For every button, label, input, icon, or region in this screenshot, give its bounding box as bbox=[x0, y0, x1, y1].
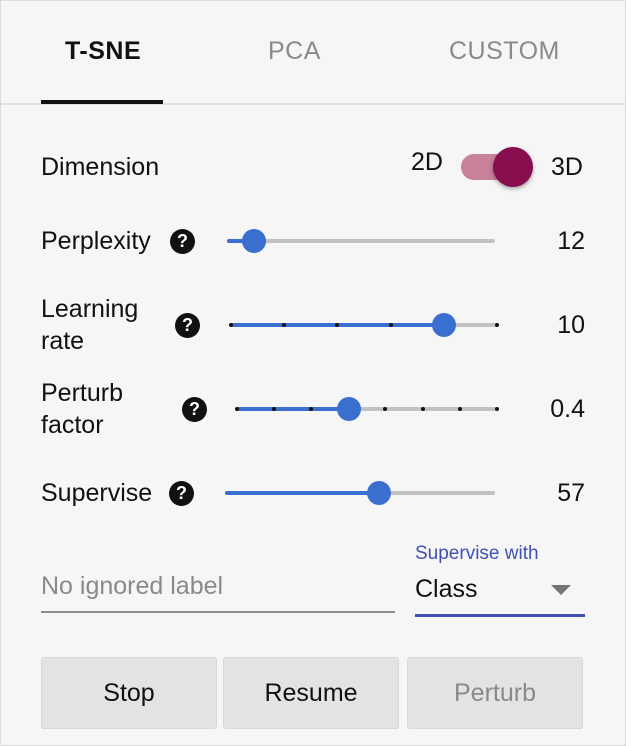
perturb-factor-slider[interactable] bbox=[237, 397, 497, 421]
perplexity-slider[interactable] bbox=[227, 229, 495, 253]
ignored-label-input[interactable] bbox=[41, 561, 395, 613]
perplexity-value: 12 bbox=[505, 227, 585, 256]
dimension-3d-label: 3D bbox=[551, 151, 583, 183]
perturb-button[interactable]: Perturb bbox=[407, 657, 583, 729]
slider-tick bbox=[421, 407, 425, 411]
supervise-value: 57 bbox=[505, 479, 585, 508]
learning-rate-value: 10 bbox=[505, 311, 585, 340]
resume-button[interactable]: Resume bbox=[223, 657, 399, 729]
supervise-label: Supervise bbox=[41, 477, 152, 509]
tab-tsne[interactable]: T-SNE bbox=[65, 37, 141, 66]
perplexity-label: Perplexity bbox=[41, 225, 151, 257]
slider-fill bbox=[237, 407, 349, 411]
chevron-down-icon bbox=[551, 585, 571, 595]
perturb-factor-label-line2: factor bbox=[41, 409, 104, 441]
tab-pca[interactable]: PCA bbox=[268, 37, 321, 66]
supervise-with-label: Supervise with bbox=[415, 543, 539, 565]
dimension-toggle-thumb[interactable] bbox=[493, 147, 533, 187]
dimension-label: Dimension bbox=[41, 151, 159, 183]
slider-tick bbox=[495, 407, 499, 411]
stop-button[interactable]: Stop bbox=[41, 657, 217, 729]
projection-panel: T-SNE PCA CUSTOM Dimension 2D 3D Perplex… bbox=[0, 0, 626, 746]
slider-tick bbox=[495, 323, 499, 327]
learning-rate-label-line1: Learning bbox=[41, 293, 138, 325]
tab-bar: T-SNE PCA CUSTOM bbox=[1, 1, 625, 105]
slider-tick bbox=[229, 323, 233, 327]
dimension-2d-label: 2D bbox=[411, 146, 443, 178]
slider-tick bbox=[458, 407, 462, 411]
learning-rate-slider[interactable] bbox=[231, 313, 497, 337]
supervise-help-icon[interactable]: ? bbox=[169, 481, 194, 506]
slider-thumb[interactable] bbox=[242, 229, 266, 253]
supervise-with-select[interactable]: Class bbox=[415, 569, 585, 617]
slider-thumb[interactable] bbox=[432, 313, 456, 337]
perturb-factor-value: 0.4 bbox=[505, 395, 585, 424]
slider-tick bbox=[235, 407, 239, 411]
active-tab-indicator bbox=[41, 100, 163, 104]
supervise-with-selected-value: Class bbox=[415, 575, 478, 604]
slider-track bbox=[227, 239, 495, 243]
perplexity-help-icon[interactable]: ? bbox=[170, 229, 195, 254]
slider-fill bbox=[225, 491, 379, 495]
perturb-factor-help-icon[interactable]: ? bbox=[182, 397, 207, 422]
learning-rate-help-icon[interactable]: ? bbox=[175, 313, 200, 338]
slider-thumb[interactable] bbox=[367, 481, 391, 505]
slider-thumb[interactable] bbox=[337, 397, 361, 421]
slider-tick bbox=[389, 323, 393, 327]
perturb-factor-label-line1: Perturb bbox=[41, 377, 123, 409]
tab-custom[interactable]: CUSTOM bbox=[449, 37, 560, 66]
supervise-slider[interactable] bbox=[225, 481, 495, 505]
learning-rate-label-line2: rate bbox=[41, 325, 84, 357]
